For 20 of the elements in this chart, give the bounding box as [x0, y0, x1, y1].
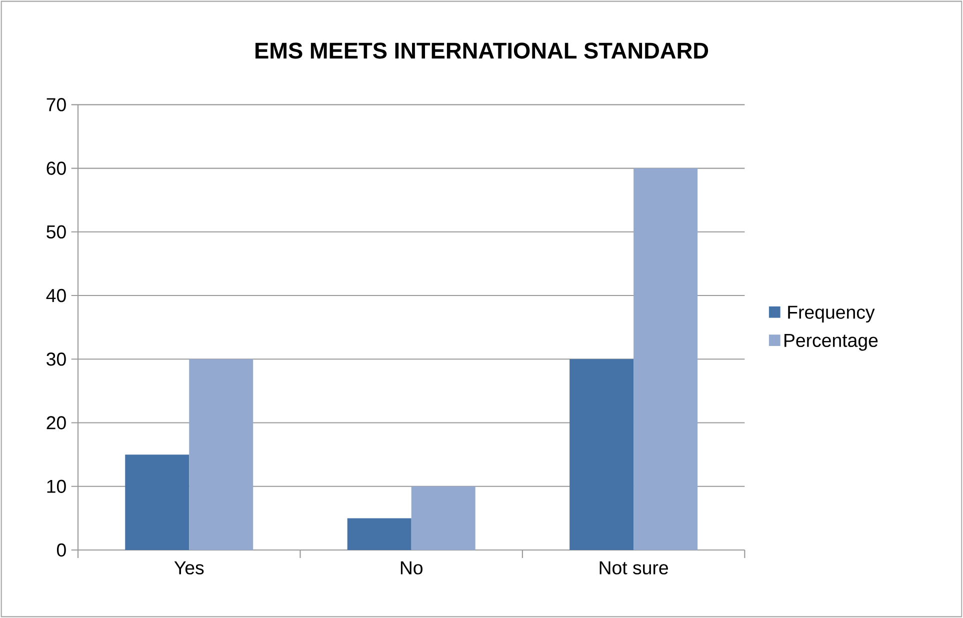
y-tick-label: 50 — [46, 225, 66, 239]
chart-title: EMS MEETS INTERNATIONAL STANDARD — [256, 42, 708, 59]
bar — [411, 486, 476, 550]
x-tick-label: Not sure — [600, 561, 668, 574]
x-tick-label: No — [400, 561, 422, 574]
x-tick-label: Yes — [174, 561, 204, 574]
y-tick-label: 60 — [46, 162, 66, 175]
y-tick-label: 70 — [46, 98, 66, 112]
y-tick-label: 40 — [46, 288, 66, 302]
bar — [189, 359, 254, 550]
y-tick-label: 10 — [47, 480, 66, 493]
legend-label: Frequency — [788, 306, 875, 323]
bar — [570, 359, 634, 550]
y-tick-label: 30 — [46, 352, 66, 366]
bar — [634, 168, 698, 550]
y-tick-label: 0 — [56, 543, 66, 557]
legend-label: Percentage — [784, 334, 878, 351]
bar — [347, 518, 412, 550]
bar — [125, 454, 190, 550]
y-tick-label: 20 — [46, 416, 66, 430]
